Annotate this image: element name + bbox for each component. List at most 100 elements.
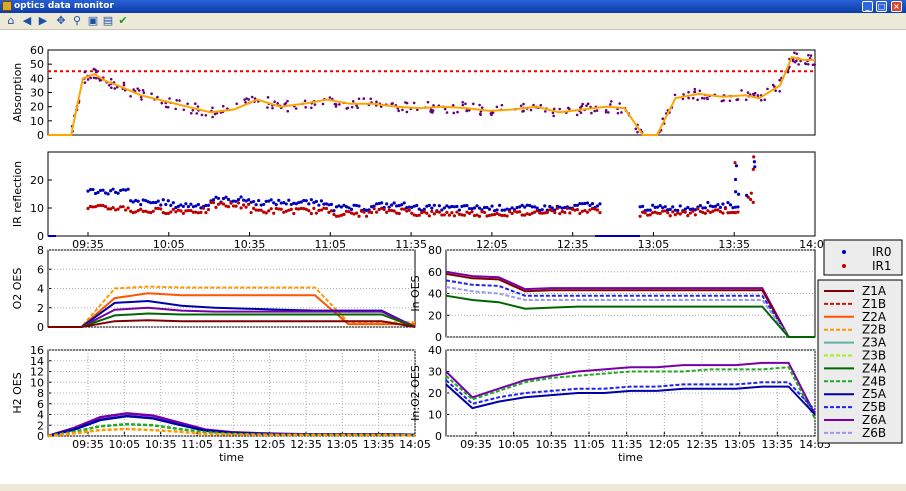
absorption-point [266,96,270,99]
absorption-point [412,101,416,105]
ir0-point [259,203,263,207]
ir1-point [103,204,108,209]
absorption-ytick-label: 40 [30,72,44,85]
absorption-point [109,77,113,81]
ir1-point [392,209,396,213]
ino2-line-z6a [445,361,816,415]
ir1-point [274,206,278,211]
ir0-point [736,205,740,209]
ir0-point [518,205,522,209]
absorption-point [811,63,815,67]
absorption-point [397,109,400,113]
ir1-point [214,205,218,209]
check-icon[interactable]: ✔ [118,14,128,27]
absorption-point [313,103,317,106]
ir1-point [568,211,572,215]
ino2-line-z5a [445,383,816,416]
back-icon[interactable]: ◀ [22,14,32,27]
absorption-point [490,113,493,117]
ino2-xtick-label: 11:05 [573,438,605,451]
ir0-point [671,205,675,209]
h2-xtick-label: 13:05 [326,438,358,451]
ir1-point [673,213,677,217]
ir1-point [154,206,158,210]
ir1-point [508,210,512,214]
ir1-point [708,210,712,215]
ir0-point [86,189,90,193]
ir1-point [299,206,303,210]
ir1-point [492,212,497,217]
ir1-point [309,211,313,216]
ir1-point [578,211,582,216]
minimize-button[interactable]: _ [862,1,873,12]
ir0-point [718,205,723,209]
ir1-point [262,210,266,214]
ir1-point [234,204,238,208]
absorption-point [194,102,197,106]
ir1-point [663,209,667,213]
ir1-point [108,207,113,211]
o2-ytick-label: 6 [37,263,44,276]
ir0-point [658,204,662,208]
absorption-point [807,53,810,57]
ir0-point [550,206,554,210]
ir0-point [317,203,321,207]
in-ytick-label: 60 [428,266,442,279]
ir1-point [297,207,301,211]
subplots-icon[interactable]: ▣ [87,14,99,27]
ir0-point [231,199,236,203]
save-icon[interactable]: ▤ [102,14,114,27]
ir1-point [462,213,467,217]
absorption-point [759,98,763,102]
window-title: optics data monitor [14,1,114,11]
ir0-point [114,190,118,194]
ir0-point [380,201,384,205]
home-icon[interactable]: ⌂ [7,14,15,27]
ir1-point [595,208,600,212]
in-ylabel: In OES [409,275,422,311]
ir1-point [364,214,369,218]
absorption-point [375,100,378,104]
absorption-point [532,103,535,107]
ir0-point [530,205,534,209]
ir0-point [119,188,123,193]
ir1-point [194,210,198,214]
forward-icon[interactable]: ▶ [38,14,48,27]
ir0-point [716,203,720,207]
close-button[interactable]: × [891,1,902,12]
ir1-point [221,202,226,206]
maximize-button[interactable]: □ [876,1,887,12]
ir1-point [204,211,208,215]
ir1-point [289,207,293,211]
absorption-point [529,108,533,112]
ir1-point [352,212,356,216]
ir1-point [716,208,720,212]
absorption-point [786,70,790,74]
ir1-point [703,211,707,216]
zone-legend-label: Z6B [862,426,886,440]
absorption-point [691,96,695,100]
ir1-point [302,207,306,211]
absorption-point [328,96,332,99]
in-ytick-label: 20 [428,309,442,322]
absorption-point [464,102,467,106]
absorption-point [107,83,111,87]
absorption-point [174,107,177,111]
ir1-point [683,210,687,214]
zoom-icon[interactable]: ⚲ [72,14,82,27]
ir0-point [269,198,273,202]
ir1-point [129,209,133,213]
absorption-point [478,112,482,116]
ir1-point [277,207,281,211]
absorption-ylabel: Absorption [11,63,24,123]
absorption-point [722,99,725,102]
ir0-point [390,203,394,207]
ir1-point [86,206,90,211]
ir0-point [277,198,281,202]
pan-icon[interactable]: ✥ [56,14,66,27]
ir1-point [347,210,351,214]
ir-ytick-label: 20 [30,174,44,187]
ir0-point [721,202,725,206]
ir0-point [543,204,547,208]
